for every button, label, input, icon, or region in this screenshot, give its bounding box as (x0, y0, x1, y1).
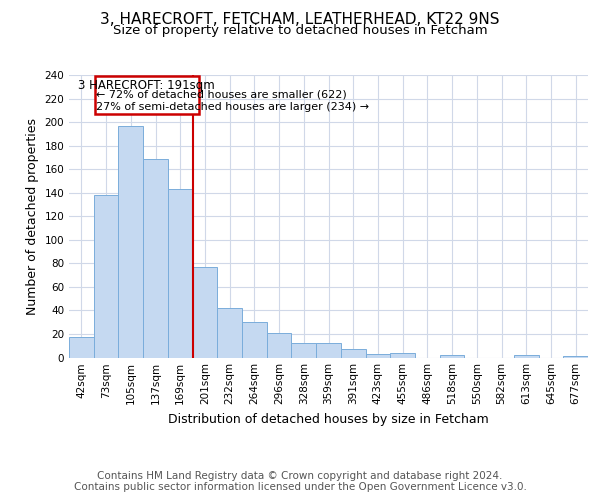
Bar (365, 354, 390, 358)
Text: 3, HARECROFT, FETCHAM, LEATHERHEAD, KT22 9NS: 3, HARECROFT, FETCHAM, LEATHERHEAD, KT22… (100, 12, 500, 28)
Bar (316, 344, 341, 357)
Bar (242, 322, 267, 358)
Bar (341, 350, 365, 358)
Bar (514, 355, 539, 358)
Bar (292, 344, 316, 357)
Bar (267, 333, 292, 357)
Bar (118, 126, 143, 358)
Text: 27% of semi-detached houses are larger (234) →: 27% of semi-detached houses are larger (… (96, 102, 370, 112)
Text: ← 72% of detached houses are smaller (622): ← 72% of detached houses are smaller (62… (96, 89, 347, 99)
Bar (94, 195, 118, 358)
Bar (390, 353, 415, 358)
Bar (168, 189, 193, 358)
Bar (193, 267, 217, 358)
FancyBboxPatch shape (95, 76, 199, 114)
Text: Size of property relative to detached houses in Fetcham: Size of property relative to detached ho… (113, 24, 487, 37)
Bar (69, 338, 94, 357)
Bar (143, 158, 168, 358)
X-axis label: Distribution of detached houses by size in Fetcham: Distribution of detached houses by size … (168, 413, 489, 426)
Text: Contains HM Land Registry data © Crown copyright and database right 2024.
Contai: Contains HM Land Registry data © Crown c… (74, 471, 526, 492)
Y-axis label: Number of detached properties: Number of detached properties (26, 118, 39, 315)
Text: 3 HARECROFT: 191sqm: 3 HARECROFT: 191sqm (79, 78, 215, 92)
Bar (217, 308, 242, 358)
Bar (563, 356, 588, 358)
Bar (440, 355, 464, 358)
